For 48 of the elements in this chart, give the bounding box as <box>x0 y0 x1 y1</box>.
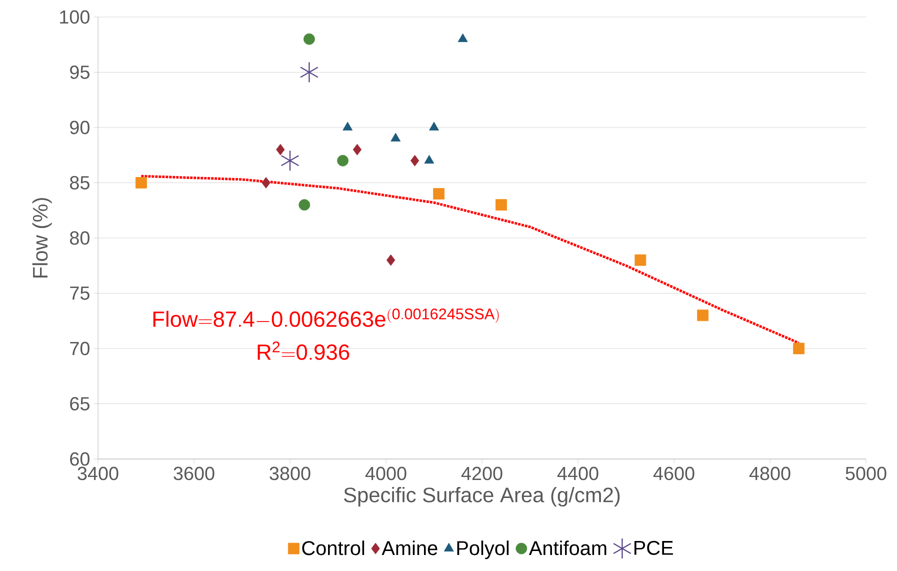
y-tick-label: 60 <box>70 452 90 466</box>
point <box>352 144 362 156</box>
y-tick-label: 70 <box>70 342 90 356</box>
point <box>276 144 285 156</box>
x-tick-label: 4600 <box>653 466 694 480</box>
y-tick-label: 100 <box>60 10 90 24</box>
legend-label: Antifoam <box>528 540 606 556</box>
point <box>300 62 318 83</box>
y-tick-label: 95 <box>70 66 90 79</box>
x-tick-label: 4200 <box>461 466 502 480</box>
annotation: $\mathrm{Flow{=}87.4{-}0.0062663e^{(0.0016245SSA)}}$ <box>153 308 499 327</box>
y-tick-label: 80 <box>70 231 90 245</box>
annotation: $\mathrm{R^{2}{=}0.936}$ <box>258 341 350 360</box>
point <box>433 188 445 200</box>
legend-label: Control <box>302 540 364 556</box>
point <box>634 254 646 266</box>
point <box>458 33 468 42</box>
point <box>136 177 147 188</box>
point <box>342 122 353 130</box>
legend-label: Amine <box>382 540 438 556</box>
legend-label: PCE <box>634 540 673 555</box>
x-axis-title: Specific Surface Area (g/cm2) <box>344 487 620 507</box>
point <box>390 132 401 142</box>
point <box>410 154 420 166</box>
x-tick-label: 4400 <box>557 466 598 480</box>
legend-label: Polyol <box>457 540 509 560</box>
point <box>304 33 315 45</box>
point <box>386 254 396 266</box>
point <box>697 310 709 322</box>
x-tick-label: 4000 <box>365 466 406 480</box>
point <box>424 154 434 164</box>
point <box>793 342 805 354</box>
x-tick-label: 3600 <box>174 466 214 480</box>
point <box>262 177 270 188</box>
x-tick-label: 3400 <box>78 466 118 480</box>
point <box>429 122 439 130</box>
point <box>280 150 300 172</box>
x-tick-label: 3800 <box>270 466 310 480</box>
y-tick-label: 75 <box>70 286 90 300</box>
x-tick-label: 4800 <box>749 466 790 480</box>
point <box>496 199 507 211</box>
point <box>298 199 310 211</box>
y-tick-label: 85 <box>70 176 90 190</box>
y-tick-label: 65 <box>70 397 90 410</box>
x-tick-label: 5000 <box>846 466 886 480</box>
y-tick-label: 90 <box>70 120 90 134</box>
point <box>337 154 349 166</box>
y-axis-title: Flow (%) <box>32 198 52 278</box>
